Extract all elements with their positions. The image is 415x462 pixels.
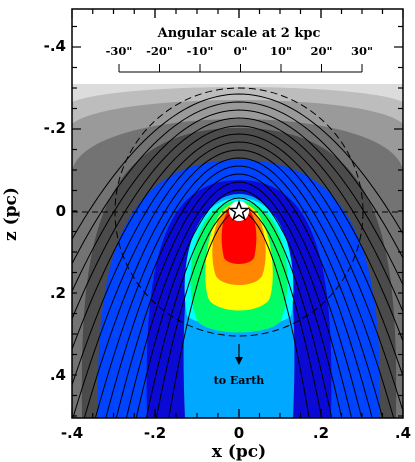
- angular-scale-title: Angular scale at 2 kpc: [157, 26, 321, 41]
- contour-line: [135, 189, 343, 418]
- z-tick-label: -.4: [44, 37, 66, 55]
- x-tick-label: -.2: [144, 424, 166, 442]
- contour-line: [125, 181, 353, 418]
- x-tick-label: -.4: [61, 424, 83, 442]
- emission-band: [221, 205, 257, 264]
- contour-line: [83, 149, 395, 418]
- angular-scale-tick-label: -20": [146, 44, 173, 58]
- contour-line: [72, 133, 403, 387]
- x-tick-labels: -.4 -.2 0 .2 .4: [61, 424, 411, 442]
- angular-scale-tick-label: 0": [234, 44, 248, 58]
- contour-line: [72, 141, 403, 418]
- angular-scale-ticks: -30" -20" -10" 0" 10" 20" 30": [106, 44, 373, 72]
- z-axis-title: z (pc): [1, 187, 21, 241]
- contour-line: [115, 173, 363, 418]
- contour-line: [72, 117, 403, 321]
- star-icon: [227, 199, 251, 221]
- angular-scale-tick-label: 30": [351, 44, 373, 58]
- contour-line: [145, 197, 333, 418]
- plot-area: [72, 84, 403, 418]
- contour-line: [105, 165, 373, 418]
- angular-scale-tick-label: -10": [187, 44, 214, 58]
- x-axis-title: x (pc): [212, 442, 266, 462]
- z-tick-label: -.2: [44, 119, 66, 137]
- contour-line: [72, 101, 403, 265]
- angular-scale-tick-label: -30": [106, 44, 133, 58]
- plot-frame: [71, 8, 404, 419]
- angular-scale-tick-label: 20": [311, 44, 333, 58]
- z-tick-labels: -.4 -.2 0 .2 .4: [44, 37, 66, 384]
- x-tick-label: 0: [234, 424, 244, 442]
- contour-line: [72, 125, 403, 351]
- z-tick-label: 0: [56, 202, 66, 220]
- angular-scale-tick-label: 10": [270, 44, 292, 58]
- angular-scale: Angular scale at 2 kpc -30" -20" -10" 0" 10"…: [106, 26, 373, 73]
- contour-line: [72, 93, 403, 241]
- contour-line: [72, 109, 403, 293]
- contour-line: [94, 157, 384, 418]
- contour-lines: [72, 93, 403, 418]
- z-tick-label: .2: [50, 284, 66, 302]
- arrow-head-icon: [235, 357, 243, 365]
- x-tick-label: .4: [395, 424, 411, 442]
- z-tick-label: .4: [50, 366, 66, 384]
- axis-ticks: [71, 9, 404, 418]
- x-tick-label: .2: [313, 424, 329, 442]
- to-earth-label: to Earth: [214, 374, 265, 387]
